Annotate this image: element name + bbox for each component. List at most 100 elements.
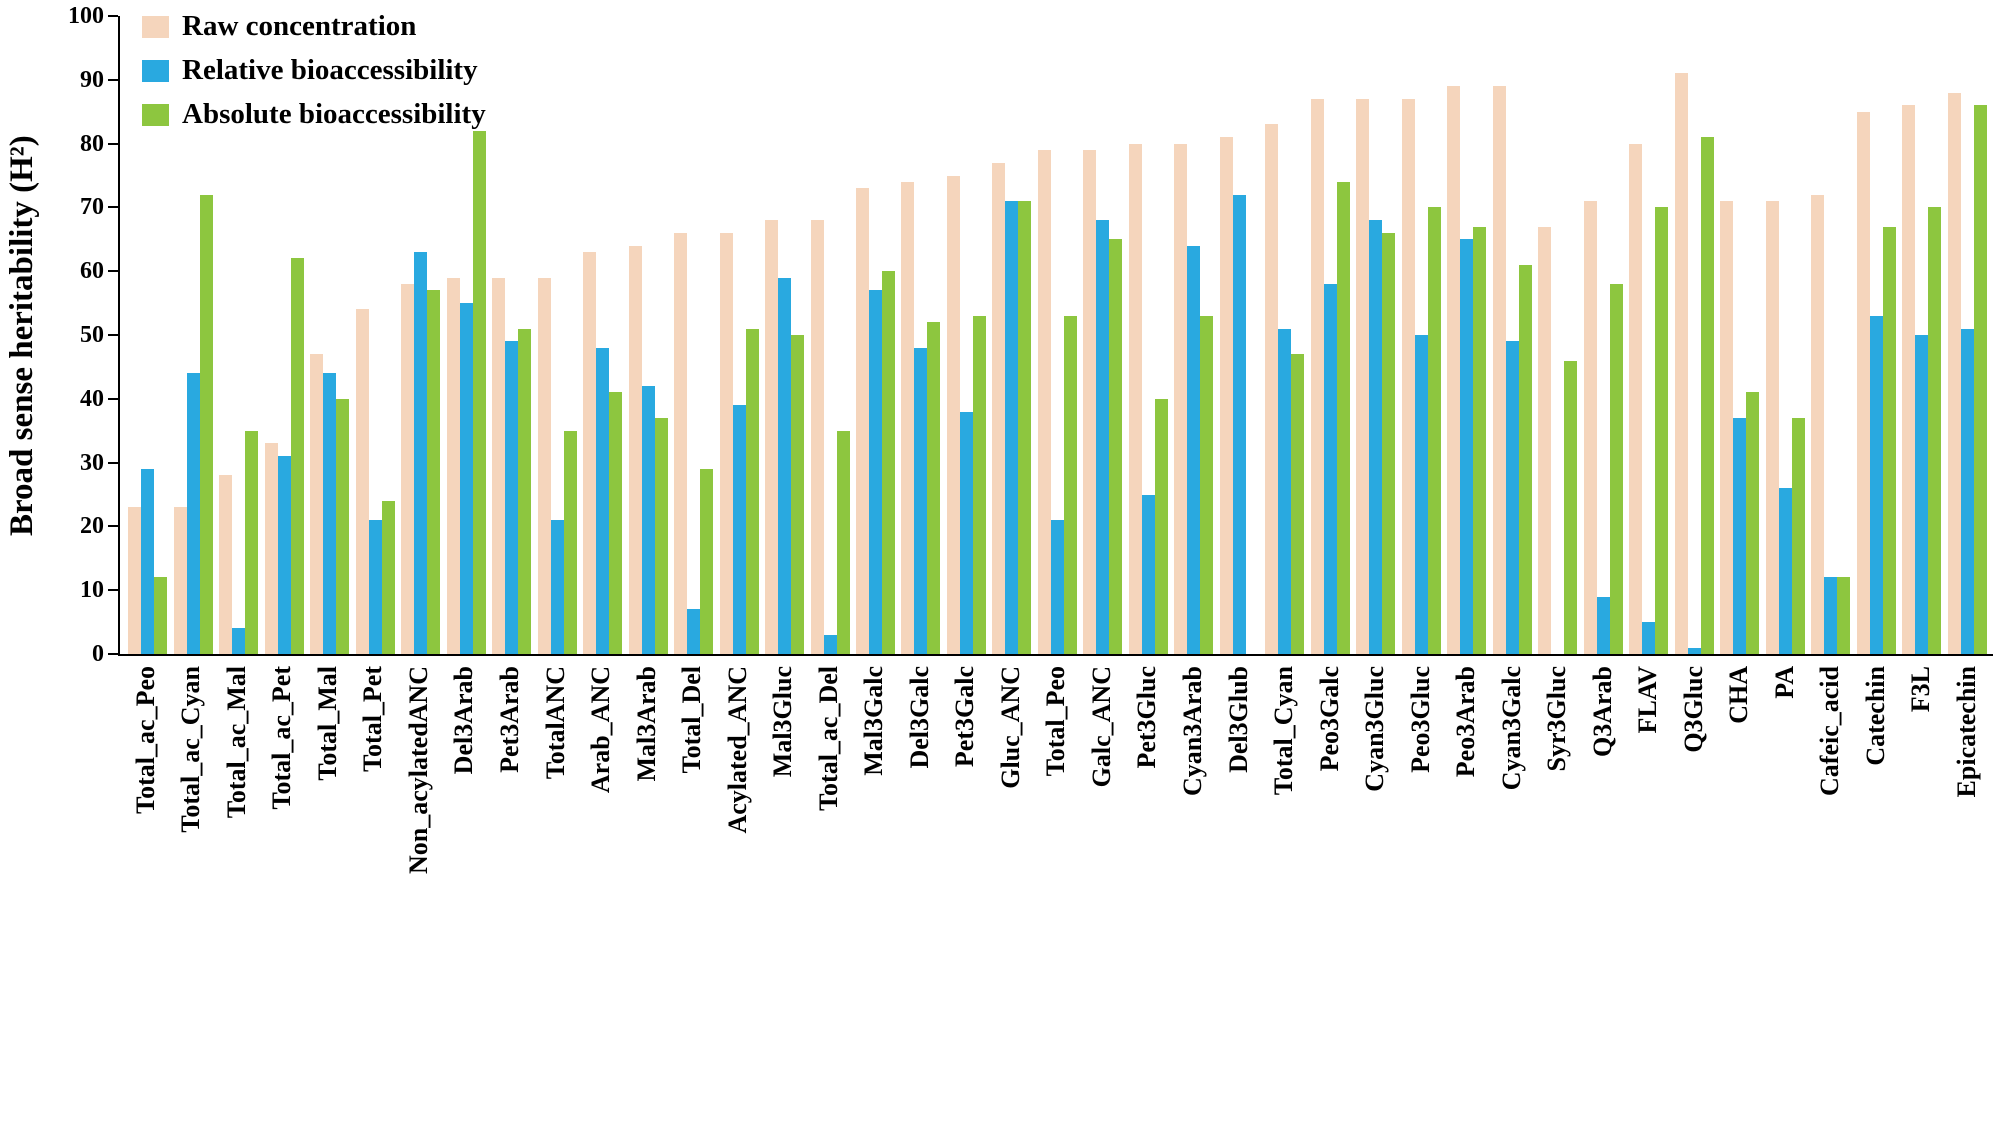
bar-relative-bioaccessibility <box>141 468 155 654</box>
bar-relative-bioaccessibility <box>641 386 655 654</box>
x-label-cell: Pet3Galc <box>943 666 989 986</box>
bar-raw-concentration <box>1401 98 1415 654</box>
bar-absolute-bioaccessibility <box>745 328 759 654</box>
bar-raw-concentration <box>1720 201 1734 654</box>
bar-raw-concentration <box>310 354 324 654</box>
x-label-cell: Total_Peo <box>1034 666 1080 986</box>
bar-group <box>1217 16 1262 654</box>
bar-absolute-bioaccessibility <box>290 258 304 654</box>
bar-relative-bioaccessibility <box>186 373 200 654</box>
bar-relative-bioaccessibility <box>1824 577 1838 654</box>
legend-label: Raw concentration <box>182 10 417 42</box>
bar-raw-concentration <box>1765 201 1779 654</box>
bar-relative-bioaccessibility <box>459 303 473 654</box>
bar-group <box>1080 16 1125 654</box>
bar-group <box>1262 16 1307 654</box>
x-label-cell: Del3Galc <box>897 666 943 986</box>
bar-raw-concentration <box>1811 194 1825 654</box>
x-label-cell: Peo3Gluc <box>1398 666 1444 986</box>
bar-raw-concentration <box>1447 86 1461 654</box>
bar-group <box>1717 16 1762 654</box>
bar-relative-bioaccessibility <box>505 341 519 654</box>
x-axis-label: Del3Galc <box>904 666 934 769</box>
bar-group <box>1308 16 1353 654</box>
bar-relative-bioaccessibility <box>1460 239 1474 654</box>
bar-relative-bioaccessibility <box>368 520 382 654</box>
x-label-cell: Mal3Arab <box>624 666 670 986</box>
x-axis-label: Del3Glub <box>1223 666 1253 773</box>
y-tick-mark <box>108 270 118 273</box>
bar-raw-concentration <box>1902 105 1916 654</box>
x-label-cell: Q3Arab <box>1580 666 1626 986</box>
legend-label: Absolute bioaccessibility <box>182 98 486 130</box>
bar-raw-concentration <box>810 220 824 654</box>
bar-absolute-bioaccessibility <box>1200 315 1214 654</box>
plot-area-wrapper: 0 10 20 30 40 50 60 70 80 90 100 Raw concentration… <box>68 4 1993 874</box>
x-axis-label: Q3Arab <box>1587 666 1617 757</box>
y-axis-title: Broad sense heritability (H²) <box>4 135 40 537</box>
x-label-cell: Total_Mal <box>305 666 351 986</box>
bar-group <box>580 16 625 654</box>
x-axis-label: Total_Cyan <box>1269 666 1299 796</box>
bar-absolute-bioaccessibility <box>1109 239 1123 654</box>
bar-raw-concentration <box>1629 143 1643 654</box>
bar-group <box>762 16 807 654</box>
x-label-cell: Total_ac_Peo <box>123 666 169 986</box>
bar-group <box>807 16 852 654</box>
bar-relative-bioaccessibility <box>732 405 746 654</box>
bar-group <box>1035 16 1080 654</box>
x-label-cell: F3L <box>1899 666 1945 986</box>
bar-raw-concentration <box>537 277 551 654</box>
x-label-cell: Total_Del <box>669 666 715 986</box>
bar-absolute-bioaccessibility <box>1700 137 1714 654</box>
x-label-cell: Pet3Gluc <box>1125 666 1171 986</box>
x-label-cell: Gluc_ANC <box>988 666 1034 986</box>
legend-item: Relative bioaccessibility <box>142 56 486 85</box>
bar-absolute-bioaccessibility <box>472 130 486 654</box>
bar-group <box>1808 16 1853 654</box>
y-tick-mark <box>108 206 118 209</box>
bar-absolute-bioaccessibility <box>1609 283 1623 654</box>
bar-relative-bioaccessibility <box>687 609 701 654</box>
bar-group <box>1353 16 1398 654</box>
bar-group <box>489 16 534 654</box>
y-tick-label: 60 <box>80 258 104 285</box>
bar-relative-bioaccessibility <box>1278 328 1292 654</box>
bar-group <box>1626 16 1671 654</box>
legend-item: Raw concentration <box>142 12 486 41</box>
x-axis-label: TotalANC <box>540 666 570 780</box>
bar-raw-concentration <box>1083 149 1097 654</box>
bar-group <box>352 16 397 654</box>
bar-group <box>716 16 761 654</box>
bar-group <box>261 16 306 654</box>
bar-group <box>398 16 443 654</box>
x-axis-label: Peo3Gluc <box>1405 666 1435 773</box>
x-axis-label: Total_Del <box>677 666 707 774</box>
bar-raw-concentration <box>1219 137 1233 654</box>
x-label-cell: Del3Glub <box>1216 666 1262 986</box>
bar-raw-concentration <box>1265 124 1279 654</box>
bar-group <box>125 16 170 654</box>
bar-absolute-bioaccessibility <box>427 290 441 654</box>
legend-label: Relative bioaccessibility <box>182 54 478 86</box>
bar-raw-concentration <box>219 475 233 654</box>
x-axis-label: Gluc_ANC <box>995 666 1025 789</box>
x-axis-label: Total_ac_Cyan <box>176 666 206 833</box>
y-tick-label: 40 <box>80 385 104 412</box>
bar-absolute-bioaccessibility <box>1473 226 1487 654</box>
bar-absolute-bioaccessibility <box>1291 354 1305 654</box>
bar-absolute-bioaccessibility <box>563 430 577 654</box>
bar-absolute-bioaccessibility <box>1063 315 1077 654</box>
x-axis-label: Syr3Gluc <box>1542 666 1572 772</box>
bar-relative-bioaccessibility <box>778 277 792 654</box>
x-label-cell: Del3Arab <box>442 666 488 986</box>
bar-relative-bioaccessibility <box>823 634 837 654</box>
bar-raw-concentration <box>719 232 733 654</box>
bar-absolute-bioaccessibility <box>1564 360 1578 654</box>
bar-raw-concentration <box>1310 98 1324 654</box>
bar-absolute-bioaccessibility <box>1928 207 1942 654</box>
y-tick-label: 50 <box>80 322 104 348</box>
bar-relative-bioaccessibility <box>414 252 428 654</box>
x-axis-label: Arab_ANC <box>586 666 616 794</box>
bar-raw-concentration <box>855 188 869 654</box>
